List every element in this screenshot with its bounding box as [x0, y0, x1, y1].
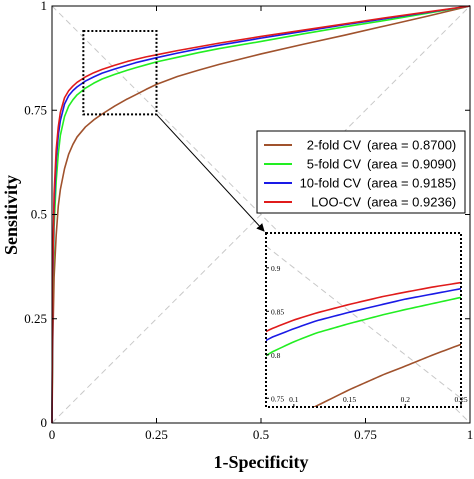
series-line-5-fold-cv [51, 5, 471, 424]
y-tick-label: 1 [41, 0, 48, 13]
legend-series-name: 2-fold CV [307, 138, 362, 153]
series-line-loo-cv [51, 5, 471, 424]
legend-series-name: 5-fold CV [307, 157, 362, 172]
inset-series-group [266, 281, 461, 407]
zoom-source-box [82, 30, 158, 116]
x-tick-label: 0.75 [354, 427, 377, 442]
series-line-10-fold-cv [51, 5, 471, 424]
inset-y-tick-label: 0.8 [271, 351, 281, 360]
x-tick-label: 0.5 [253, 427, 269, 442]
legend-area-label: (area = 0.9090) [367, 157, 456, 172]
inset-frame [265, 232, 462, 408]
inset-x-tick-label: 0.2 [401, 395, 411, 404]
y-tick-label: 0.25 [24, 311, 47, 326]
x-tick-label: 0 [49, 427, 56, 442]
x-axis-label: 1-Specificity [214, 452, 309, 472]
y-tick-label: 0.5 [31, 207, 47, 222]
inset-series-line-loo-cv [266, 281, 461, 333]
y-axis-label: Sensitivity [1, 175, 21, 255]
legend-area-label: (area = 0.9236) [367, 195, 456, 210]
legend-area-label: (area = 0.9185) [367, 176, 456, 191]
inset-y-tick-label: 0.9 [271, 264, 281, 273]
axis-ticks: 0 0.25 0.5 0.75 1 0 0.25 0.5 0.75 1 [24, 0, 473, 442]
legend-series-name: LOO-CV [311, 195, 361, 210]
inset-y-tick-label: 0.75 [271, 394, 284, 403]
series-group [51, 5, 471, 424]
inset-x-tick-label: 0.1 [289, 395, 299, 404]
x-tick-label: 0.25 [145, 427, 168, 442]
zoom-arrow [156, 114, 265, 232]
inset-zoom-plot: 0.1 0.15 0.2 0.250.750.80.850.9 [265, 232, 468, 408]
y-tick-label: 0.75 [24, 102, 47, 117]
inset-series-line-5-fold-cv [266, 296, 461, 357]
x-tick-label: 1 [467, 427, 474, 442]
inset-x-tick-label: 0.15 [343, 395, 356, 404]
inset-anti-diagonal-line [266, 245, 461, 399]
y-tick-label: 0 [41, 415, 48, 430]
inset-y-tick-label: 0.85 [271, 307, 284, 316]
legend: 2-fold CV (area = 0.8700) 5-fold CV (area =… [256, 130, 466, 214]
inset-series-line-2-fold-cv [312, 343, 461, 407]
inset-reference-lines [266, 245, 461, 399]
inset-series-line-10-fold-cv [266, 287, 461, 342]
legend-area-label: (area = 0.8700) [367, 138, 456, 153]
series-line-2-fold-cv [51, 5, 471, 424]
legend-series-name: 10-fold CV [300, 176, 362, 191]
